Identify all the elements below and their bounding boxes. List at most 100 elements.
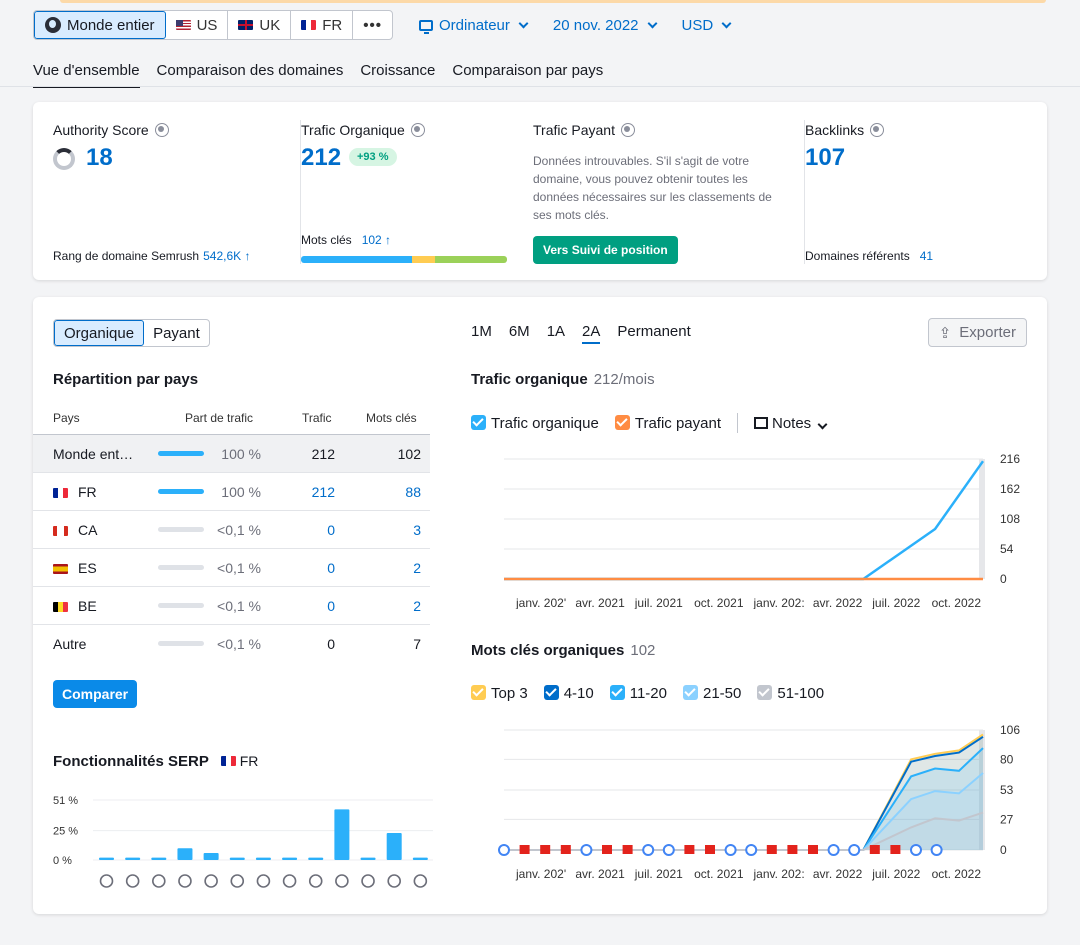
tab-country-comparison[interactable]: Comparaison par pays [452, 62, 604, 79]
authority-score-widget: Authority Score 18 Rang de domaine Semru… [53, 102, 293, 280]
y-tick-label: 216 [1000, 452, 1020, 466]
legend-4-10[interactable]: 4-10 [543, 685, 594, 702]
note-flag-marker [869, 845, 880, 854]
domain-rank-value[interactable]: 542,6K ↑ [203, 249, 251, 263]
table-row[interactable]: FR 100 % 212 88 [33, 473, 430, 511]
more-databases-button[interactable]: ••• [363, 16, 383, 34]
x-tick-label: oct. 2022 [932, 867, 982, 881]
serp-features-chart: 51 % 25 % 0 % [53, 795, 433, 888]
table-row[interactable]: CA <0,1 % 0 3 [33, 511, 430, 549]
kwbar-segment-blue [301, 256, 413, 263]
table-row[interactable]: ES <0,1 % 0 2 [33, 549, 430, 587]
position-tracking-button[interactable]: Vers Suivi de position [533, 236, 678, 264]
tab-domain-comparison[interactable]: Comparaison des domaines [156, 62, 344, 79]
info-globe-icon[interactable] [620, 123, 635, 137]
kpi-card: Authority Score 18 Rang de domaine Semru… [33, 102, 1047, 280]
period-1a[interactable]: 1A [546, 323, 566, 340]
legend-51-100[interactable]: 51-100 [757, 685, 824, 702]
kpi-divider [804, 120, 805, 264]
legend-21-50[interactable]: 21-50 [683, 685, 741, 702]
currency-dropdown[interactable]: USD [682, 17, 732, 34]
tab-overview[interactable]: Vue d'ensemble [33, 62, 140, 88]
series-area [504, 748, 983, 850]
serp-bar [125, 857, 141, 860]
keywords-value[interactable]: 2 [413, 598, 421, 614]
serp-feature-icon [178, 874, 192, 888]
chevron-down-icon [518, 18, 529, 28]
organic-traffic-value[interactable]: 212 [301, 144, 342, 171]
organic-keywords-chart: 0 27 53 80 106 janv. 202' avr. 2021 juil. 2021 o… [498, 723, 1020, 881]
keywords-value[interactable]: 2 [413, 560, 421, 576]
traffic-share: <0,1 % [217, 636, 261, 652]
authority-score-value[interactable]: 18 [86, 144, 113, 171]
keywords-value[interactable]: 3 [413, 522, 421, 538]
serp-bar [151, 857, 167, 860]
period-6m[interactable]: 6M [508, 323, 530, 340]
legend-paid[interactable]: Trafic payant [614, 414, 721, 432]
note-flag-marker [684, 845, 695, 854]
serp-bar [203, 852, 219, 860]
serp-feature-icon [125, 874, 140, 888]
traffic-value[interactable]: 0 [327, 598, 335, 614]
traffic-value[interactable]: 212 [311, 484, 335, 500]
traffic-share-bar [158, 451, 204, 456]
note-flag-marker [622, 845, 633, 854]
fr-flag-icon [301, 20, 317, 30]
checkbox-icon [543, 685, 559, 700]
table-row[interactable]: Monde ent… 100 % 212 102 [33, 435, 430, 473]
legend-11-20[interactable]: 11-20 [609, 685, 667, 702]
traffic-value[interactable]: 0 [327, 522, 335, 538]
x-tick-label: juil. 2021 [634, 596, 683, 609]
serp-bar [229, 857, 245, 860]
checkbox-icon [757, 685, 773, 700]
x-tick-label: juil. 2021 [634, 867, 683, 881]
legend-top3[interactable]: Top 3 [471, 685, 528, 702]
traffic-share-bar [158, 527, 204, 532]
serp-feature-icon [308, 874, 323, 888]
export-button[interactable]: ⇪ Exporter [927, 318, 1027, 347]
note-flag-marker [705, 845, 715, 854]
note-flag-marker [519, 845, 530, 854]
traffic-share: <0,1 % [217, 598, 261, 614]
db-us-button[interactable]: US [166, 11, 229, 39]
date-dropdown[interactable]: 20 nov. 2022 [553, 17, 657, 34]
db-fr-button[interactable]: FR [291, 11, 354, 39]
tab-growth[interactable]: Croissance [360, 62, 436, 79]
keywords-value[interactable]: 88 [405, 484, 421, 500]
table-row[interactable]: Autre <0,1 % 0 7 [33, 625, 430, 663]
traffic-value[interactable]: 0 [327, 560, 335, 576]
info-globe-icon[interactable] [870, 123, 885, 137]
database-selector: Monde entier US UK FR ••• [33, 10, 394, 40]
kwbar-segment-yellow [412, 256, 435, 263]
db-worldwide-button[interactable]: Monde entier [34, 11, 166, 39]
series-area [504, 736, 983, 850]
y-tick-label: 0 [1000, 843, 1007, 857]
organic-toggle[interactable]: Organique [54, 320, 145, 346]
period-permanent[interactable]: Permanent [617, 323, 691, 340]
table-row[interactable]: BE <0,1 % 0 2 [33, 587, 430, 625]
kpi-divider [300, 120, 301, 264]
backlinks-value[interactable]: 107 [805, 144, 846, 171]
checkbox-icon [471, 414, 486, 430]
col-share[interactable]: Part de trafic [185, 411, 254, 425]
notes-dropdown[interactable]: Notes [754, 415, 828, 432]
col-keywords[interactable]: Mots clés [366, 411, 417, 425]
info-globe-icon[interactable] [154, 123, 169, 137]
google-update-marker [662, 844, 675, 856]
compare-button[interactable]: Comparer [53, 680, 138, 708]
google-update-marker [930, 844, 943, 856]
period-1m[interactable]: 1M [471, 323, 492, 340]
legend-organic[interactable]: Trafic organique [471, 414, 599, 432]
col-traffic[interactable]: Trafic [302, 411, 332, 425]
period-2a[interactable]: 2A [582, 323, 601, 344]
serp-feature-icon [361, 874, 375, 888]
paid-toggle[interactable]: Payant [153, 324, 200, 342]
db-uk-button[interactable]: UK [228, 11, 292, 39]
be-flag-icon [53, 602, 68, 612]
device-dropdown[interactable]: Ordinateur [419, 17, 529, 34]
referring-domains-value[interactable]: 41 [919, 249, 934, 263]
traffic-card: Organique Payant Répartition par pays Pa… [33, 297, 1047, 914]
google-update-marker [580, 844, 593, 856]
info-globe-icon[interactable] [410, 123, 425, 137]
organic-keywords-value[interactable]: 102 ↑ [361, 233, 392, 247]
